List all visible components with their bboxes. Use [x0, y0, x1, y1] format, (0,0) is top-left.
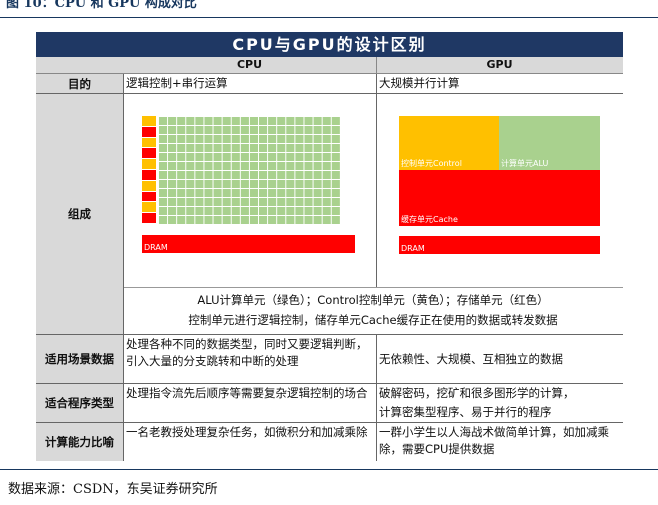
divider: [36, 93, 623, 94]
cpu-cache-cell: [142, 213, 156, 224]
gpu-control-block: 控制单元Control: [399, 116, 499, 170]
divider: [36, 422, 623, 423]
column-divider: [376, 74, 377, 287]
cpu-cache-cell: [142, 191, 156, 203]
gpu-alu-label: 计算单元ALU: [501, 159, 549, 168]
header-gpu: GPU: [486, 58, 513, 71]
divider: [36, 383, 623, 384]
cpu-dram-block: DRAM: [142, 235, 355, 253]
column-divider: [376, 57, 377, 73]
gpu-dram-block: DRAM: [399, 236, 600, 254]
source-note: 数据来源：CSDN，东吴证券研究所: [8, 482, 218, 497]
cpu-control-cell: [142, 116, 156, 127]
column-divider: [376, 335, 377, 461]
row-label-composition: 组成: [36, 94, 123, 334]
cpu-dram-label: DRAM: [144, 243, 168, 252]
cpu-diagram: [142, 116, 340, 224]
composition-note-line2: 控制单元进行逻辑控制，储存单元Cache缓存正在使用的数据或转发数据: [188, 313, 558, 327]
bottom-rule: [0, 469, 658, 470]
composition-note-line1: ALU计算单元（绿色）；Control控制单元（黄色）；存储单元（红色）: [197, 293, 549, 307]
table-banner: CPU与GPU的设计区别: [36, 32, 623, 57]
cpu-control-units: [142, 116, 156, 224]
cpu-control-cell: [142, 159, 156, 170]
column-divider: [123, 74, 124, 461]
purpose-gpu: 大规模并行计算: [379, 76, 460, 90]
gpu-dram-label: DRAM: [401, 244, 425, 253]
top-rule: [0, 17, 658, 18]
cpu-cache-cell: [142, 148, 156, 160]
program-gpu-line2: 计算密集型程序、易于并行的程序: [379, 405, 552, 419]
header-row: [36, 57, 623, 74]
gpu-alu-block: 计算单元ALU: [499, 116, 600, 170]
comparison-table: CPU与GPU的设计区别 CPU GPU 目的 逻辑控制+串行运算 大规模并行计…: [36, 32, 623, 461]
analogy-gpu: 一群小学生以人海战术做简单计算，如加减乘除，需要CPU提供数据: [379, 425, 609, 456]
purpose-cpu: 逻辑控制+串行运算: [126, 76, 228, 90]
header-cpu: CPU: [236, 58, 263, 71]
divider: [36, 334, 623, 335]
scenario-gpu: 无依赖性、大规模、互相独立的数据: [379, 351, 563, 366]
row-label-analogy: 计算能力比喻: [36, 423, 123, 461]
cpu-cache-cell: [142, 169, 156, 181]
cpu-control-cell: [142, 180, 156, 192]
gpu-cache-label: 缓存单元Cache: [401, 215, 458, 224]
gpu-cache-block: 缓存单元Cache: [399, 170, 600, 226]
row-label-purpose: 目的: [36, 74, 123, 93]
cpu-cache-cell: [142, 126, 156, 138]
figure-title: 图 10：CPU 和 GPU 构成对比: [6, 0, 197, 11]
gpu-control-label: 控制单元Control: [401, 159, 462, 168]
program-cpu: 处理指令流先后顺序等需要复杂逻辑控制的场合: [126, 386, 368, 400]
scenario-cpu: 处理各种不同的数据类型，同时又要逻辑判断，引入大量的分支跳转和中断的处理: [126, 337, 368, 368]
cpu-control-cell: [142, 137, 156, 149]
cpu-alu-grid: [158, 116, 340, 224]
row-label-scenario: 适用场景数据: [36, 335, 123, 383]
program-gpu-line1: 破解密码，挖矿和很多图形学的计算，: [379, 386, 575, 400]
analogy-cpu: 一名老教授处理复杂任务，如微积分和加减乘除: [126, 425, 368, 439]
cpu-control-cell: [142, 202, 156, 214]
row-label-program: 适合程序类型: [36, 384, 123, 422]
divider: [123, 287, 623, 288]
